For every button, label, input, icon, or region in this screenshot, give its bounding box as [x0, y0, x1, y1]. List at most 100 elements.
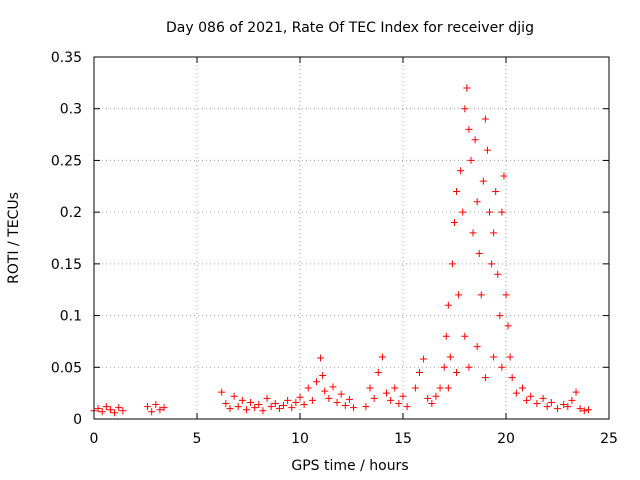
data-point [152, 401, 160, 409]
data-point [440, 363, 448, 371]
data-point [247, 398, 255, 406]
data-point [442, 332, 450, 340]
data-point [448, 260, 456, 268]
data-point [345, 395, 353, 403]
data-point [424, 394, 432, 402]
data-point [242, 406, 250, 414]
y-tick-label: 0.15 [51, 257, 82, 273]
data-point [329, 383, 337, 391]
data-point [420, 355, 428, 363]
data-point [284, 396, 292, 404]
data-point [115, 404, 123, 412]
data-points [90, 84, 592, 417]
data-point [259, 407, 267, 415]
data-point [527, 392, 535, 400]
data-point [488, 260, 496, 268]
data-point [271, 399, 279, 407]
data-point [580, 407, 588, 415]
data-point [263, 394, 271, 402]
data-point [378, 353, 386, 361]
y-tick-label: 0.1 [60, 309, 82, 325]
data-point [453, 187, 461, 195]
data-point [106, 406, 114, 414]
data-point [362, 403, 370, 411]
data-point [479, 177, 487, 185]
data-point [383, 389, 391, 397]
data-point [98, 408, 106, 416]
data-point [539, 394, 547, 402]
data-point [370, 394, 378, 402]
data-point [296, 393, 304, 401]
data-point [446, 353, 454, 361]
data-point [160, 404, 168, 412]
axis-ticks: 0 5 10 15 20 25 0 0.05 0.1 0.15 0.2 0.25 0.3 0.35 [51, 50, 618, 447]
data-point [506, 353, 514, 361]
data-point [459, 208, 467, 216]
y-axis-label: ROTI / TECUs [6, 192, 22, 284]
data-point [490, 229, 498, 237]
data-point [436, 384, 444, 392]
data-point [395, 399, 403, 407]
x-tick-label: 20 [497, 431, 515, 447]
data-point [533, 399, 541, 407]
data-point [498, 363, 506, 371]
data-point [568, 396, 576, 404]
y-tick-label: 0.35 [51, 50, 82, 66]
data-point [518, 384, 526, 392]
x-tick-label: 10 [291, 431, 309, 447]
data-point [444, 384, 452, 392]
data-point [226, 405, 234, 413]
data-point [333, 398, 341, 406]
data-point [560, 401, 568, 409]
data-point [267, 403, 275, 411]
data-point [457, 167, 465, 175]
data-point [94, 405, 102, 413]
x-tick-label: 5 [193, 431, 202, 447]
data-point [498, 208, 506, 216]
data-point [554, 405, 561, 413]
y-tick-label: 0.25 [51, 153, 82, 169]
data-point [467, 156, 475, 164]
data-point [350, 404, 358, 412]
data-point [238, 396, 246, 404]
data-point [477, 291, 485, 299]
data-point [481, 115, 489, 123]
data-point [492, 187, 500, 195]
data-point [304, 384, 312, 392]
data-point [500, 172, 508, 180]
data-point [461, 332, 469, 340]
data-point [455, 291, 463, 299]
data-point [399, 392, 407, 400]
data-point [465, 363, 473, 371]
data-point [486, 208, 494, 216]
x-axis-label: GPS time / hours [291, 458, 408, 474]
data-point [288, 404, 296, 412]
data-point [102, 403, 110, 411]
data-point [308, 396, 316, 404]
data-point [374, 368, 382, 376]
data-point [319, 372, 327, 380]
data-point [471, 136, 479, 144]
x-tick-label: 15 [394, 431, 412, 447]
data-point [473, 198, 481, 206]
data-point [483, 146, 491, 154]
data-point [317, 354, 325, 362]
data-point [584, 406, 592, 414]
data-point [508, 374, 516, 382]
data-point [403, 403, 411, 411]
x-tick-label: 0 [90, 431, 99, 447]
data-point [119, 407, 127, 415]
data-point [547, 398, 555, 406]
data-point [428, 399, 436, 407]
data-point [444, 301, 452, 309]
data-point [465, 125, 473, 133]
data-point [312, 378, 320, 386]
data-point [504, 322, 512, 330]
grid [94, 57, 609, 419]
data-point [496, 312, 504, 320]
chart-title: Day 086 of 2021, Rate Of TEC Index for r… [166, 20, 534, 36]
plot-frame [93, 56, 610, 420]
y-tick-label: 0 [73, 412, 82, 428]
data-point [461, 105, 469, 113]
